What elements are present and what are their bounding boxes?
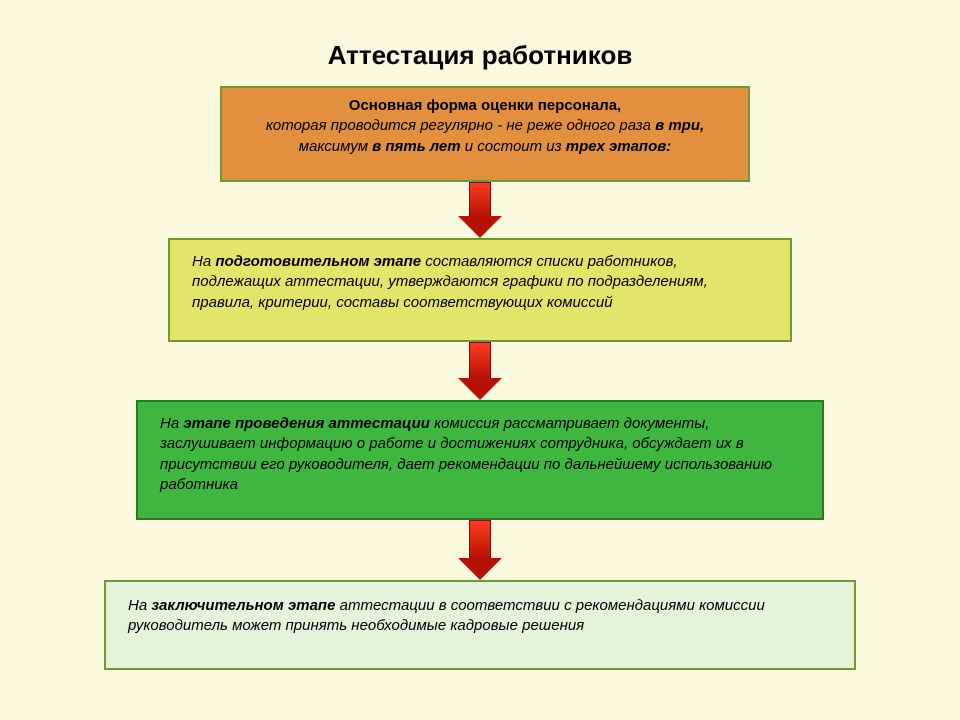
box-stage-2: На этапе проведения аттестации комиссия …: [136, 400, 824, 520]
box-intro: Основная форма оценки персонала,которая …: [220, 86, 750, 182]
arrow-1-head-icon: [458, 216, 502, 238]
box-stage-2-text: На этапе проведения аттестации комиссия …: [160, 415, 772, 493]
box-intro-text: Основная форма оценки персонала,которая …: [266, 97, 704, 155]
box-stage-1-text: На подготовительном этапе составляются с…: [192, 253, 708, 311]
arrow-2-head-icon: [458, 378, 502, 400]
page-title: Аттестация работников: [0, 40, 960, 71]
arrow-3-head-icon: [458, 558, 502, 580]
arrow-3-shaft: [469, 520, 491, 559]
arrow-2-shaft: [469, 342, 491, 379]
box-stage-1: На подготовительном этапе составляются с…: [168, 238, 792, 342]
arrow-1-shaft: [469, 182, 491, 217]
box-stage-3: На заключительном этапе аттестации в соо…: [104, 580, 856, 670]
box-stage-3-text: На заключительном этапе аттестации в соо…: [128, 597, 765, 634]
